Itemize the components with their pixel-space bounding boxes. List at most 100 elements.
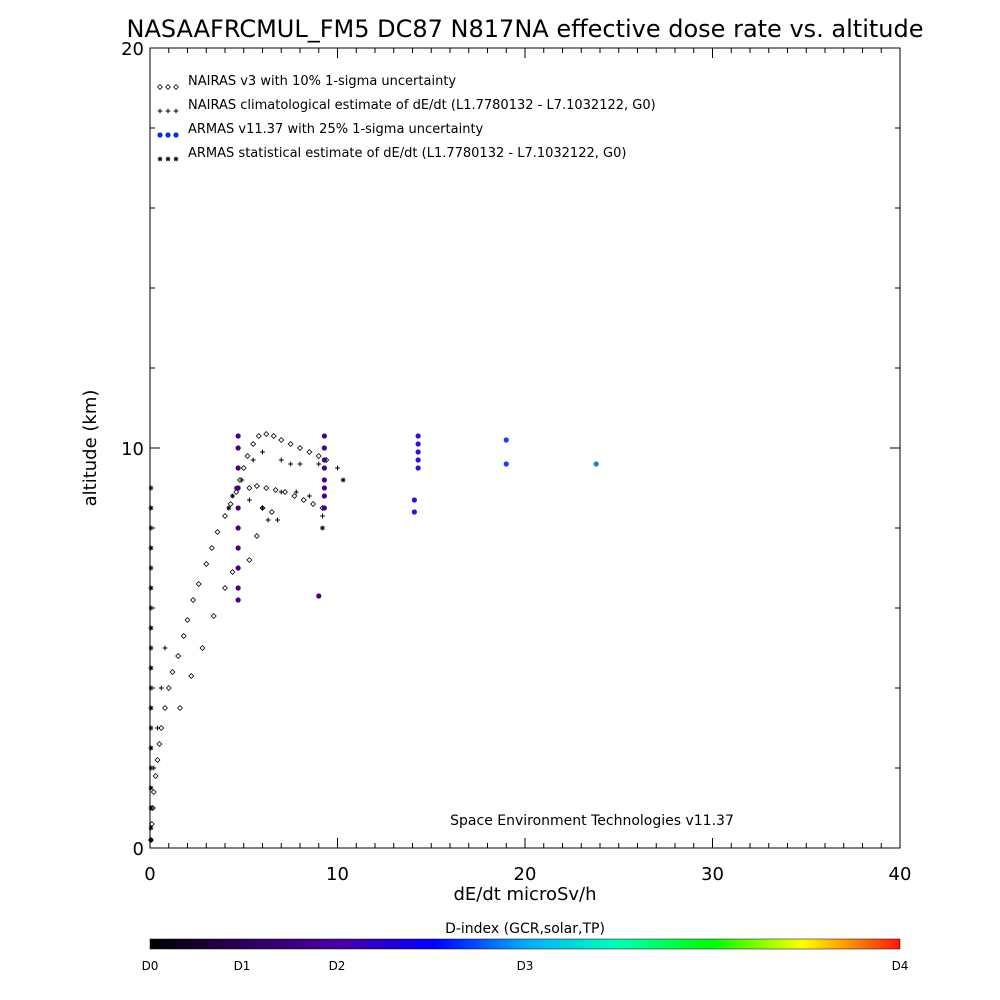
diamond-marker <box>244 453 251 459</box>
asterisk-marker <box>148 837 154 843</box>
diamond-marker <box>315 453 322 459</box>
dot-marker <box>321 505 327 511</box>
dot-marker <box>593 461 599 467</box>
x-tick-label: 40 <box>889 864 912 885</box>
dot-marker <box>503 461 509 467</box>
diamond-marker <box>154 757 161 763</box>
legend: NAIRAS v3 with 10% 1-sigma uncertainty NA… <box>157 74 656 162</box>
colorbar-title: D-index (GCR,solar,TP) <box>445 921 605 937</box>
y-axis-label: altitude (km) <box>80 390 101 507</box>
diamond-marker <box>270 433 277 439</box>
x-tick-label: 10 <box>326 864 349 885</box>
data-points <box>147 431 599 843</box>
asterisk-marker <box>148 665 154 671</box>
diamond-marker <box>222 513 228 519</box>
diamond-marker <box>173 84 179 90</box>
diamond-marker <box>208 545 215 551</box>
dot-marker <box>235 565 241 571</box>
diamond-marker <box>214 529 221 535</box>
plus-marker <box>158 685 164 691</box>
diamond-marker <box>222 585 228 591</box>
plus-marker <box>173 108 179 114</box>
diamond-marker <box>165 84 171 90</box>
asterisk-marker <box>148 565 154 571</box>
asterisk-marker <box>148 805 154 811</box>
asterisk-marker <box>148 605 154 611</box>
diamond-marker <box>175 653 182 659</box>
asterisk-marker <box>148 765 154 771</box>
diamond-marker <box>253 483 260 489</box>
diamond-marker <box>306 449 313 455</box>
diamond-marker <box>291 493 298 499</box>
colorbar-label: D4 <box>892 959 909 973</box>
diamond-marker <box>278 437 285 443</box>
x-tick-label: 20 <box>514 864 537 885</box>
plus-marker <box>165 108 171 114</box>
diamond-marker <box>188 673 195 679</box>
dot-marker <box>321 457 327 463</box>
colorbar-label: D2 <box>329 959 346 973</box>
colorbar-labels: D0 D1 D2 D3 D4 <box>142 959 909 973</box>
plus-marker <box>278 457 284 463</box>
diamond-marker <box>282 489 288 495</box>
axis-ticks: 0 10 20 30 40 0 10 20 <box>121 39 911 885</box>
asterisk-marker <box>148 705 154 711</box>
asterisk-marker <box>148 525 154 531</box>
plus-marker <box>265 517 271 523</box>
dot-marker <box>235 597 241 603</box>
dot-marker <box>321 477 327 483</box>
dot-marker <box>235 505 241 511</box>
diamond-marker <box>152 773 159 779</box>
dot-marker <box>411 509 417 515</box>
dot-marker <box>321 493 327 499</box>
dot-marker <box>321 485 327 491</box>
diamond-marker <box>190 597 197 603</box>
plot-frame <box>149 47 901 849</box>
diamond-marker <box>268 509 275 515</box>
legend-entry-label: ARMAS statistical estimate of dE/dt (L1.… <box>188 146 626 161</box>
dot-marker <box>235 545 241 551</box>
dot-marker <box>235 585 241 591</box>
asterisk-marker <box>157 156 163 162</box>
diamond-marker <box>300 497 307 503</box>
dot-marker <box>411 497 417 503</box>
asterisk-marker <box>320 525 325 531</box>
dot-marker <box>415 449 421 455</box>
asterisk-marker <box>340 477 346 483</box>
asterisk-marker <box>148 545 154 551</box>
asterisk-marker <box>173 156 179 162</box>
plus-marker <box>246 497 252 503</box>
dot-marker <box>157 132 163 138</box>
dot-marker <box>415 457 421 463</box>
plus-marker <box>250 457 256 463</box>
colorbar-label: D3 <box>517 959 534 973</box>
diamond-marker <box>253 533 260 539</box>
diamond-marker <box>162 705 168 711</box>
plus-marker <box>335 465 340 471</box>
diamond-marker <box>250 441 257 447</box>
plus-marker <box>320 513 325 519</box>
dot-marker <box>173 132 179 138</box>
asterisk-marker <box>148 825 154 831</box>
plus-marker <box>260 449 265 455</box>
plus-marker <box>297 461 303 467</box>
diamond-marker <box>287 441 294 447</box>
diamond-marker <box>165 685 172 691</box>
dot-marker <box>503 437 509 443</box>
dot-marker <box>235 433 241 439</box>
diamond-marker <box>169 669 176 675</box>
plus-marker <box>260 505 265 511</box>
dot-marker <box>235 525 241 531</box>
diamond-marker <box>272 487 279 493</box>
dot-marker <box>415 433 421 439</box>
y-tick-label: 0 <box>133 839 144 860</box>
diamond-marker <box>199 645 206 651</box>
plus-marker <box>239 477 245 483</box>
asterisk-marker <box>148 785 154 791</box>
asterisk-marker <box>148 685 154 691</box>
diamond-marker <box>246 557 253 563</box>
diamond-marker <box>233 489 240 495</box>
legend-entry-label: NAIRAS climatological estimate of dE/dt … <box>188 98 656 113</box>
asterisk-marker <box>148 625 154 631</box>
asterisk-marker <box>148 505 154 511</box>
